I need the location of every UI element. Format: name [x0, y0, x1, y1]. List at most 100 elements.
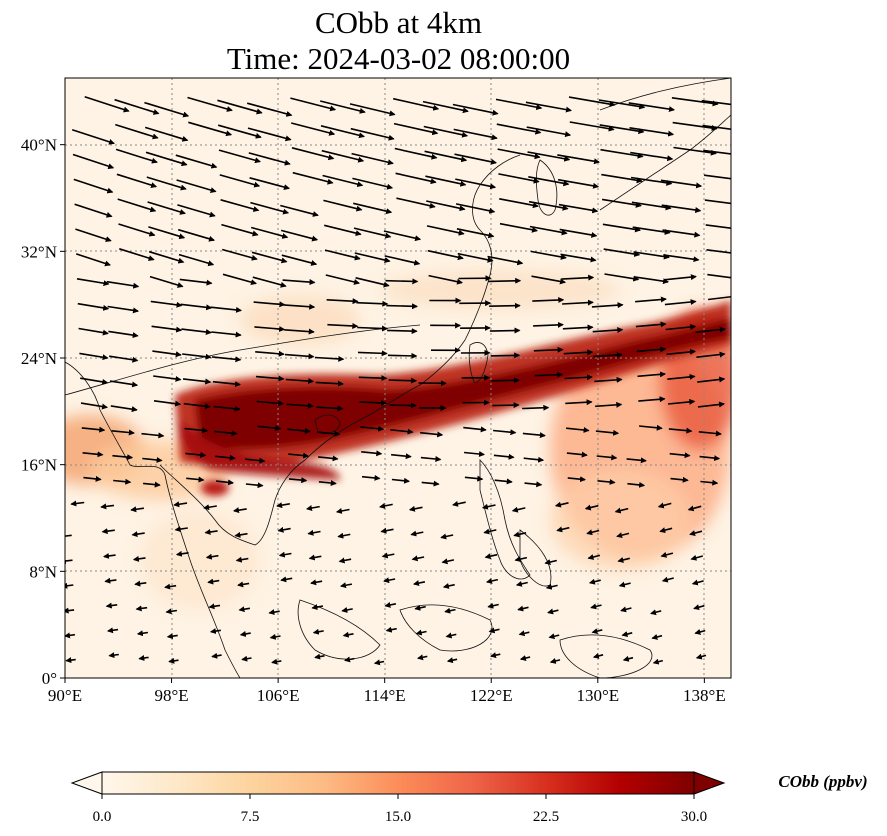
- wind-vector: [491, 377, 520, 384]
- wind-vector: [379, 502, 393, 509]
- wind-vector: [152, 350, 182, 358]
- wind-vector: [254, 325, 286, 332]
- wind-vector: [596, 454, 618, 461]
- wind-vector: [119, 248, 155, 261]
- wind-vector: [271, 658, 282, 665]
- wind-vector: [342, 631, 354, 638]
- wind-vector: [591, 302, 624, 309]
- wind-vector: [618, 581, 631, 588]
- wind-vector: [320, 100, 366, 114]
- wind-vector: [660, 179, 703, 189]
- wind-vector: [320, 125, 365, 139]
- wind-vector: [177, 228, 215, 242]
- wind-vector: [700, 479, 719, 486]
- wind-vector: [591, 628, 603, 635]
- wind-vector: [175, 550, 189, 557]
- wind-vector: [440, 533, 454, 540]
- wind-vector: [314, 355, 345, 362]
- wind-vector: [666, 348, 696, 356]
- wind-vector: [325, 274, 360, 285]
- wind-vector: [393, 122, 439, 136]
- wind-vector: [427, 249, 464, 261]
- wind-vector: [601, 173, 643, 184]
- wind-vector: [452, 500, 466, 507]
- wind-vector: [708, 295, 731, 301]
- wind-vector: [249, 177, 290, 190]
- wind-vector: [410, 530, 424, 537]
- x-tick-label: 130°E: [576, 686, 619, 705]
- wind-vector: [665, 324, 697, 331]
- wind-vector: [593, 351, 623, 358]
- wind-vector: [420, 431, 444, 438]
- y-axis: 0° 8°N 16°N 24°N 32°N 40°N: [21, 136, 65, 688]
- wind-vector: [354, 252, 391, 263]
- wind-vector: [590, 603, 602, 610]
- wind-vector: [584, 504, 599, 511]
- wind-vector: [247, 127, 292, 142]
- wind-vector: [561, 274, 595, 281]
- wind-vector: [704, 199, 731, 205]
- colorbar-label: CObb (ppbv): [778, 772, 867, 791]
- wind-vector: [324, 224, 362, 237]
- wind-vector: [534, 371, 564, 378]
- wind-vector: [323, 199, 363, 212]
- wind-vector: [65, 657, 76, 664]
- wind-vector: [565, 399, 593, 406]
- wind-vector: [452, 103, 499, 116]
- wind-vector: [250, 226, 289, 239]
- wind-vector: [522, 404, 550, 411]
- wind-vector: [660, 551, 674, 558]
- wind-vector: [186, 476, 205, 483]
- wind-vector: [250, 201, 290, 215]
- wind-vector: [180, 303, 213, 311]
- wind-vector: [153, 400, 182, 407]
- wind-vector: [245, 482, 264, 489]
- wind-vector: [105, 602, 118, 609]
- wind-vector: [489, 302, 521, 309]
- wind-vector: [73, 178, 114, 194]
- wind-vector: [706, 249, 731, 254]
- wind-vector: [604, 273, 640, 282]
- wind-vector: [288, 452, 310, 459]
- wind-vector: [283, 303, 316, 310]
- wind-vector: [695, 326, 726, 334]
- wind-vector: [614, 507, 629, 514]
- wind-vector: [601, 198, 642, 208]
- wind-vector: [523, 456, 545, 463]
- wind-vector: [282, 279, 316, 286]
- wind-vector: [306, 505, 320, 511]
- wind-vector: [514, 556, 528, 563]
- wind-vector: [568, 96, 616, 108]
- wind-vector: [177, 204, 216, 218]
- wind-vector: [322, 174, 364, 188]
- wind-vector: [181, 328, 212, 335]
- y-tick-label: 32°N: [21, 242, 57, 261]
- wind-vector: [426, 225, 465, 236]
- wind-vector: [415, 629, 427, 636]
- wind-vector: [209, 628, 221, 635]
- wind-vector: [661, 576, 674, 583]
- wind-vector: [587, 554, 601, 560]
- x-tick-label: 98°E: [154, 686, 188, 705]
- wind-vector: [444, 607, 456, 614]
- wind-vector: [696, 351, 726, 358]
- wind-vector: [703, 174, 731, 180]
- wind-vector: [355, 277, 390, 288]
- wind-vector: [65, 534, 72, 537]
- wind-vector: [495, 98, 543, 111]
- wind-vector: [563, 349, 594, 356]
- wind-vector: [100, 503, 115, 510]
- wind-vector: [217, 99, 263, 115]
- wind-vector: [533, 321, 564, 328]
- wind-vector: [498, 173, 540, 184]
- wind-vector: [176, 179, 217, 193]
- wind-vector: [110, 405, 138, 413]
- wind-vector: [547, 608, 559, 615]
- wind-vector: [218, 149, 261, 164]
- wind-vector: [492, 402, 520, 409]
- wind-vector: [421, 480, 440, 487]
- wind-vector: [115, 123, 159, 140]
- wind-vector: [130, 506, 145, 513]
- plume-main: [175, 300, 731, 496]
- wind-vector: [131, 531, 145, 538]
